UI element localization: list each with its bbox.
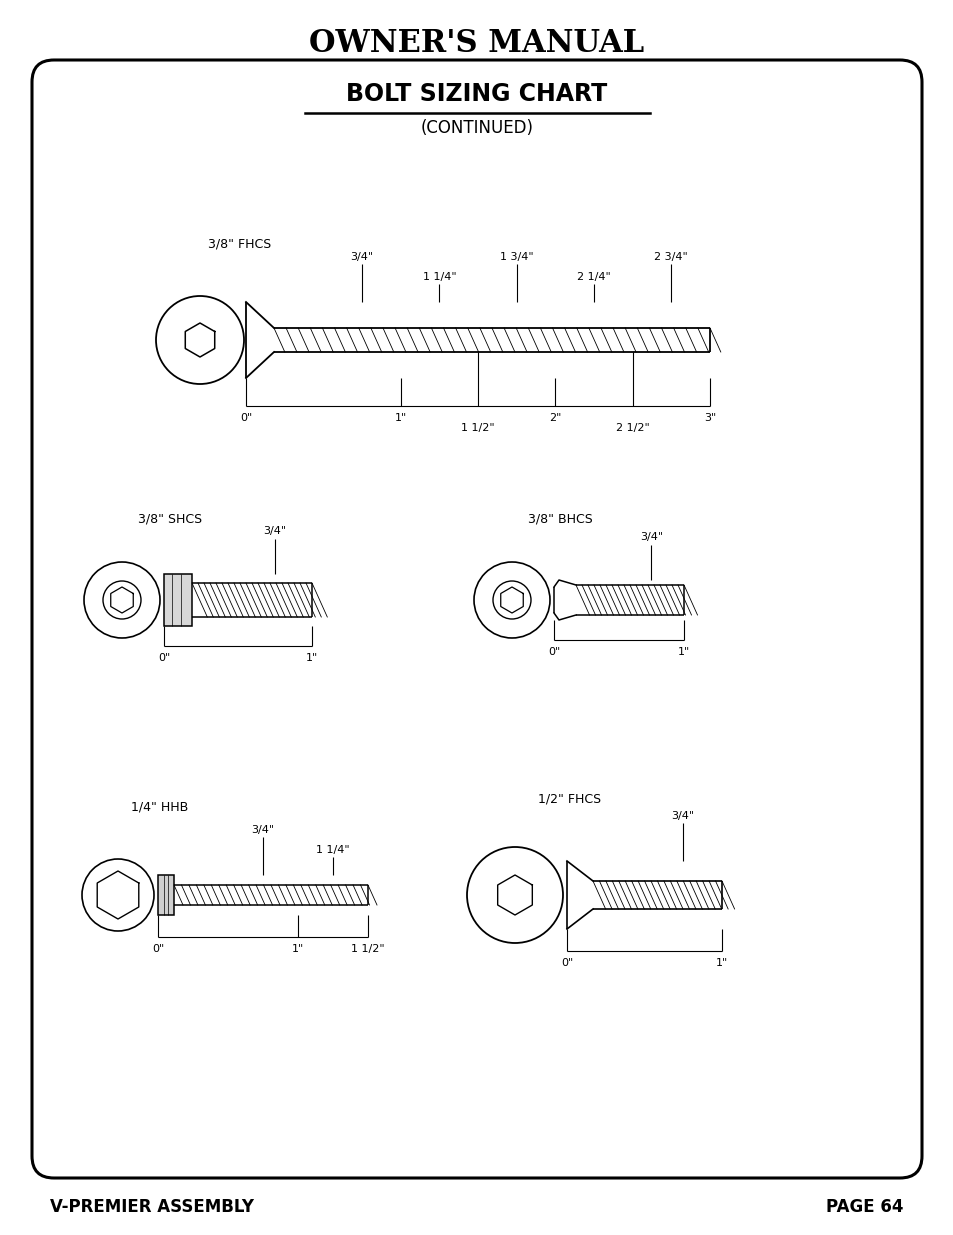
Text: 3/8" SHCS: 3/8" SHCS: [138, 513, 202, 525]
Text: 0": 0": [157, 653, 170, 663]
Text: 3/4": 3/4": [263, 526, 286, 536]
Text: V-PREMIER ASSEMBLY: V-PREMIER ASSEMBLY: [50, 1198, 253, 1216]
Text: OWNER'S MANUAL: OWNER'S MANUAL: [309, 28, 644, 59]
Text: PAGE 64: PAGE 64: [825, 1198, 903, 1216]
Text: 2 3/4": 2 3/4": [654, 252, 687, 262]
Text: 1 1/4": 1 1/4": [315, 845, 350, 855]
Text: 3/4": 3/4": [671, 811, 694, 821]
Text: BOLT SIZING CHART: BOLT SIZING CHART: [346, 82, 607, 106]
Text: 1 1/2": 1 1/2": [460, 424, 495, 433]
Text: 0": 0": [560, 958, 573, 968]
Text: 1": 1": [292, 944, 304, 953]
Text: 3/4": 3/4": [252, 825, 274, 835]
Text: 3/4": 3/4": [350, 252, 374, 262]
Bar: [158, 876, 173, 915]
Text: 1 3/4": 1 3/4": [499, 252, 533, 262]
Text: 3/4": 3/4": [639, 532, 662, 542]
Bar: [164, 574, 192, 626]
Text: 1": 1": [306, 653, 317, 663]
Text: 2 1/4": 2 1/4": [577, 272, 610, 282]
Text: 1 1/4": 1 1/4": [422, 272, 456, 282]
Text: 1": 1": [715, 958, 727, 968]
Text: 1/4" HHB: 1/4" HHB: [132, 800, 189, 813]
Text: (CONTINUED): (CONTINUED): [420, 119, 533, 137]
Text: 1 1/2": 1 1/2": [351, 944, 384, 953]
Text: 0": 0": [152, 944, 164, 953]
Text: 2": 2": [549, 412, 561, 424]
Text: 0": 0": [239, 412, 252, 424]
Text: 2 1/2": 2 1/2": [615, 424, 649, 433]
Text: 1": 1": [395, 412, 406, 424]
Text: 3": 3": [703, 412, 716, 424]
Text: 3/8" FHCS: 3/8" FHCS: [208, 237, 272, 249]
Text: 1/2" FHCS: 1/2" FHCS: [537, 792, 601, 805]
Text: 0": 0": [547, 647, 559, 657]
Text: 1": 1": [678, 647, 689, 657]
Text: 3/8" BHCS: 3/8" BHCS: [527, 513, 592, 525]
